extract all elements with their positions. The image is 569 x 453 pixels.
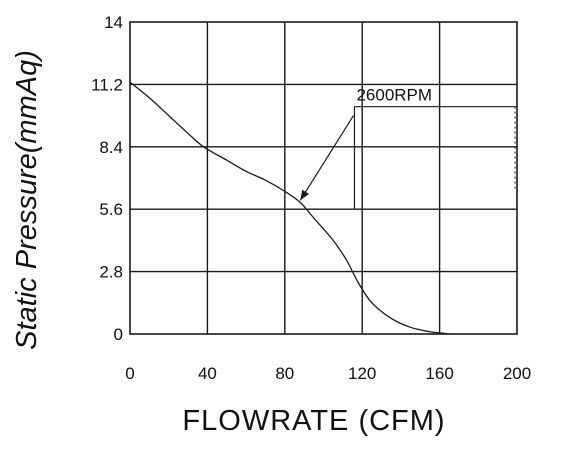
series-group <box>129 81 450 335</box>
y-tick-label: 0 <box>114 325 123 344</box>
y-tick-label: 5.6 <box>99 200 123 219</box>
x-tick-label: 160 <box>425 364 453 383</box>
annotation-arrow-head <box>300 189 309 201</box>
annotation-group: 2600RPM <box>299 86 432 201</box>
x-tick-label: 200 <box>503 364 531 383</box>
plot-frame <box>129 21 518 335</box>
x-tick-label: 120 <box>348 364 376 383</box>
y-tick-label: 8.4 <box>99 138 123 157</box>
annotation-box-lines <box>353 106 517 210</box>
x-tick-label: 0 <box>125 364 134 383</box>
annotation-arrow-shaft <box>299 115 354 201</box>
y-tick-label: 11.2 <box>91 75 123 94</box>
y-tick-labels: 0 2.8 5.6 8.4 11.2 14 <box>91 13 123 344</box>
y-tick-label: 14 <box>104 13 123 32</box>
y-axis-label: Static Pressure(mmAq) <box>11 50 43 350</box>
x-tick-labels: 0 40 80 120 160 200 <box>125 364 531 383</box>
series-line <box>129 81 450 335</box>
x-tick-label: 80 <box>275 364 294 383</box>
grid <box>130 22 517 334</box>
annotation-label: 2600RPM <box>356 86 432 105</box>
plot-border <box>129 21 518 335</box>
y-tick-label: 2.8 <box>99 263 123 282</box>
x-axis-label: FLOWRATE (CFM) <box>182 405 445 437</box>
x-tick-label: 40 <box>198 364 217 383</box>
